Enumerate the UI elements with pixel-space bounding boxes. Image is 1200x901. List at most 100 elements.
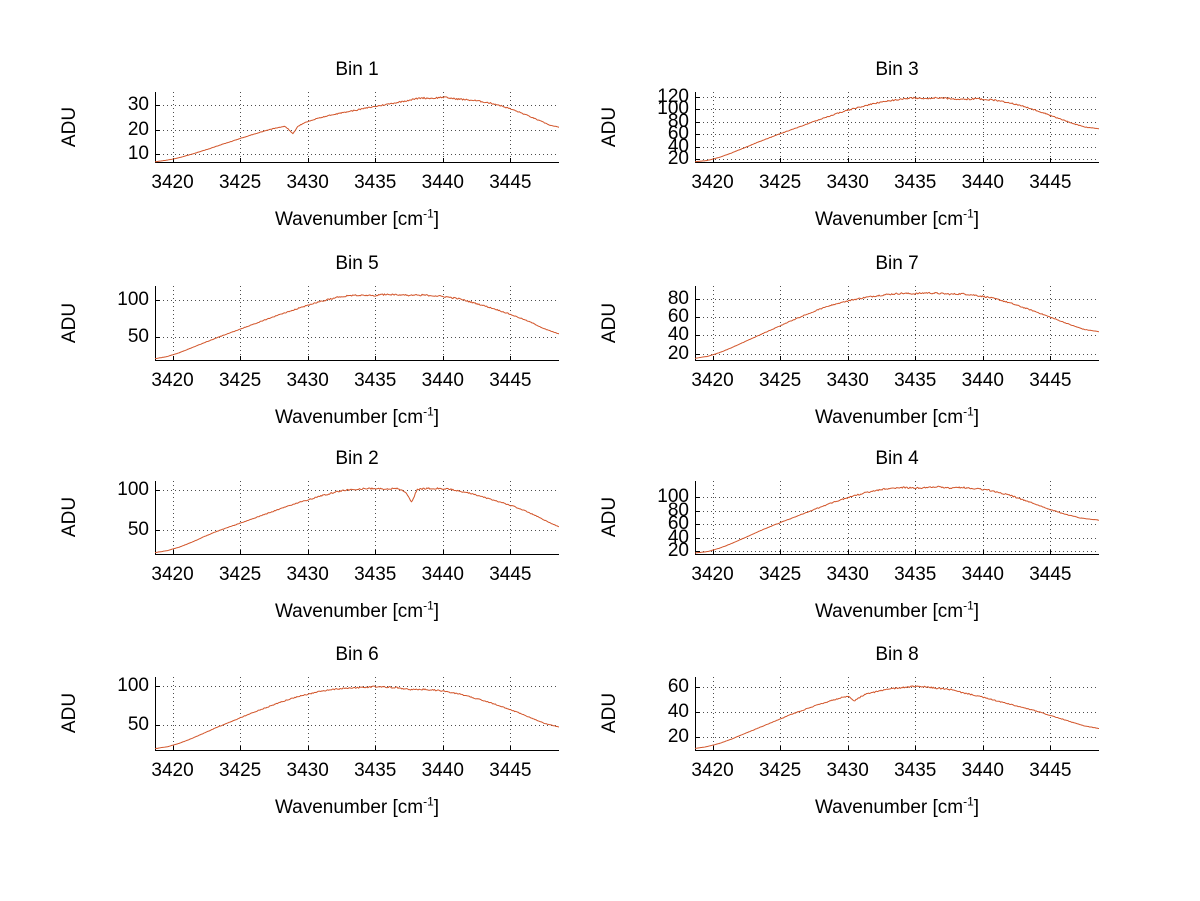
x-axis-label-text: Wavenumber [cm [814,797,964,818]
y-tick-label: 30 [127,94,149,116]
subplot-title: Bin 8 [875,644,919,665]
x-axis-line [155,162,559,163]
x-axis-label: Wavenumber [cm-1] [695,406,1099,429]
x-tick-label: 3440 [961,370,1004,391]
plot-canvas [155,286,559,361]
plot-canvas [695,92,1099,163]
x-tick-label: 3430 [286,370,329,391]
subplot-title: Bin 3 [875,59,919,80]
x-tick-label: 3440 [421,172,464,193]
x-tick-label: 3440 [961,760,1004,781]
x-tick-label: 3430 [826,370,869,391]
x-tick-labels: 3420 3425 3430 3435 3440 3445 [151,759,559,783]
y-tick-label: 50 [127,326,149,347]
y-axis-line [695,92,696,163]
x-tick-label: 3420 [691,760,734,781]
y-tick-label: 100 [117,288,149,310]
x-axis-label: Wavenumber [cm-1] [155,406,559,429]
x-tick-label: 3445 [1029,760,1072,781]
x-axis-label-bracket: ] [433,209,440,230]
plot-area [155,286,559,361]
x-tick-label: 3435 [894,564,937,585]
x-axis-label-bracket: ] [973,209,980,230]
x-axis-line [155,554,559,555]
y-tick-label: 40 [667,526,689,548]
x-axis-label-exponent: -1 [963,598,974,613]
x-tick-label: 3425 [758,760,802,781]
x-tick-label: 3435 [894,172,937,193]
x-axis-label: Wavenumber [cm-1] [695,208,1099,231]
y-tick-label: 100 [117,675,149,697]
x-tick-label: 3435 [354,172,397,193]
y-tick-labels: 50 100 [93,286,149,361]
y-tick-labels: 50 100 [93,675,149,751]
y-tick-label: 50 [127,518,149,540]
x-axis-label-text: Wavenumber [cm [274,209,424,230]
subplot-title: Bin 5 [335,253,379,274]
x-axis-line [155,360,559,361]
spectrum-line [155,685,559,750]
x-axis-label-text: Wavenumber [cm [274,407,424,428]
x-tick-label: 3440 [961,564,1004,585]
x-tick-label: 3425 [218,172,262,193]
y-tick-label: 40 [667,701,689,723]
x-tick-label: 3435 [894,370,937,391]
x-tick-label: 3420 [691,370,734,391]
y-axis-label-text: ADU [599,692,620,734]
x-tick-label: 3420 [151,172,194,193]
x-axis-label: Wavenumber [cm-1] [695,598,1099,623]
y-tick-label: 20 [127,118,149,140]
y-axis-line [695,481,696,555]
x-tick-label: 3440 [421,564,464,585]
x-tick-label: 3445 [489,564,532,585]
x-axis-line [155,750,559,751]
y-tick-label: 60 [667,513,689,535]
x-axis-label-bracket: ] [433,601,440,622]
x-axis-label-exponent: -1 [963,794,974,809]
x-axis-line [695,360,1099,361]
x-tick-label: 3445 [1029,172,1072,193]
y-tick-label: 100 [117,479,149,501]
x-axis-label-exponent: -1 [423,794,434,809]
plot-canvas [695,286,1099,361]
x-tick-label: 3420 [691,564,734,585]
x-axis-label-exponent: -1 [423,206,434,221]
y-tick-label: 40 [667,135,689,157]
plot-area [695,286,1099,361]
x-axis-label-text: Wavenumber [cm [274,797,424,818]
plot-area [155,481,559,555]
spectrum-line [155,487,559,554]
x-tick-label: 3435 [354,370,397,391]
x-tick-label: 3445 [1029,370,1072,391]
x-axis-label: Wavenumber [cm-1] [155,206,559,231]
x-axis-label-exponent: -1 [423,598,434,613]
x-axis-label-text: Wavenumber [cm [814,601,964,622]
y-axis-line [155,286,156,361]
y-tick-label: 20 [667,726,689,748]
x-axis-label: Wavenumber [cm-1] [155,794,559,819]
x-axis-label-bracket: ] [973,601,980,622]
x-tick-label: 3435 [894,760,937,781]
x-tick-label: 3440 [421,370,464,391]
x-tick-label: 3445 [489,172,532,193]
y-tick-label: 60 [667,676,689,698]
x-tick-label: 3430 [286,564,329,585]
y-tick-labels: 20 40 60 80 100 [633,481,689,561]
plot-area [155,92,559,163]
x-axis-line [695,554,1099,555]
x-tick-label: 3445 [489,370,532,391]
plot-canvas [695,677,1099,751]
x-tick-label: 3425 [758,172,802,193]
x-tick-label: 3425 [218,760,262,781]
spectrum-line [155,96,559,163]
x-axis-label-text: Wavenumber [cm [814,209,964,230]
y-tick-label: 60 [667,123,689,145]
plot-area [155,677,559,751]
y-tick-label: 60 [667,306,689,328]
